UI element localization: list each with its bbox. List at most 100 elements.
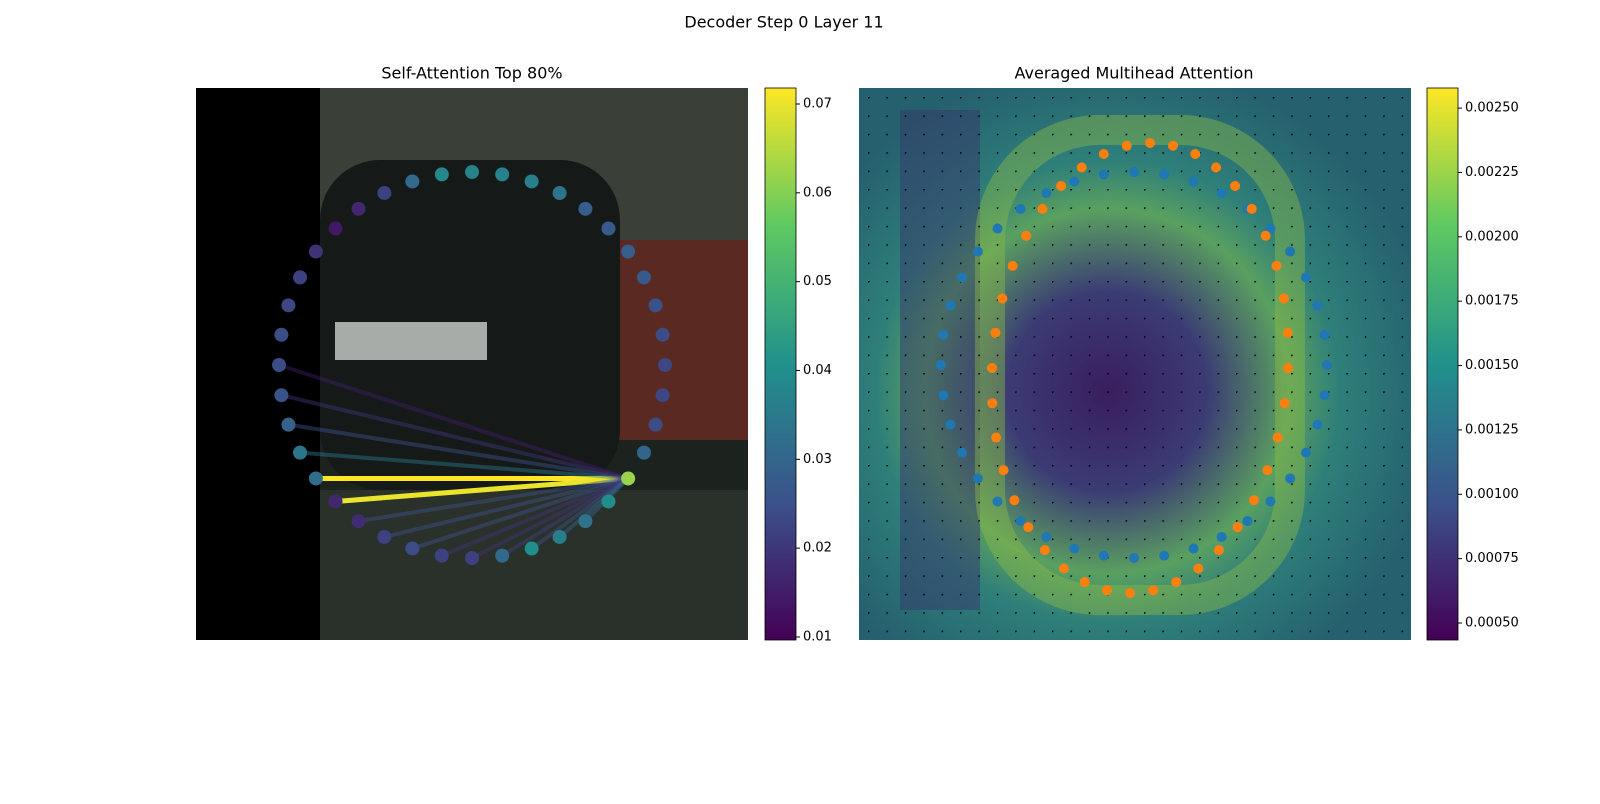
ref-point	[1168, 140, 1179, 151]
ref-point	[1021, 230, 1032, 241]
query-point	[992, 496, 1003, 507]
ref-point	[1023, 522, 1034, 533]
point	[328, 221, 343, 236]
point	[524, 174, 539, 189]
point	[293, 270, 308, 285]
ref-point	[1098, 149, 1109, 160]
colorbar-tick-label: 0.05	[803, 274, 832, 289]
point	[524, 541, 539, 556]
colorbar-tick-label: 0.00050	[1465, 616, 1519, 631]
point	[495, 167, 510, 182]
colorbar-tick-label: 0.02	[803, 541, 832, 556]
point	[351, 201, 366, 216]
attention-link	[411, 476, 629, 551]
point	[405, 541, 420, 556]
query-point	[1285, 246, 1296, 257]
query-point	[938, 390, 949, 401]
colorbar-tick-label: 0.01	[803, 629, 832, 644]
ref-point	[1283, 363, 1293, 373]
point	[601, 221, 616, 236]
query-point	[1188, 543, 1199, 554]
colorbar-tick-label: 0.00075	[1465, 551, 1519, 566]
ref-point	[998, 465, 1009, 476]
point	[655, 327, 670, 342]
query-point	[1098, 169, 1109, 180]
point	[377, 186, 392, 201]
ref-point	[1213, 545, 1224, 556]
colorbar-tick-label: 0.06	[803, 185, 832, 200]
point	[552, 529, 567, 544]
ref-point	[1230, 180, 1241, 191]
attention-link	[278, 363, 629, 481]
point	[621, 244, 636, 259]
figure-title: Decoder Step 0 Layer 11	[684, 13, 883, 32]
ref-point	[1056, 180, 1067, 191]
query-point	[945, 419, 956, 430]
query-point	[1159, 550, 1170, 561]
attention-link	[471, 476, 630, 560]
colorbar	[1426, 87, 1459, 641]
point	[658, 358, 672, 372]
query-point	[1159, 169, 1170, 180]
colorbar-tick-label: 0.03	[803, 452, 832, 467]
query-point	[1015, 203, 1026, 214]
point	[434, 548, 449, 563]
point	[465, 551, 479, 565]
query-point	[1300, 272, 1311, 283]
query-point	[1312, 419, 1323, 430]
point	[405, 174, 420, 189]
attention-link	[558, 476, 630, 539]
colorbar-tick-label: 0.00225	[1465, 165, 1519, 180]
point	[308, 471, 323, 486]
query-point	[992, 223, 1003, 234]
colorbar-tick-label: 0.00100	[1465, 487, 1519, 502]
point	[274, 327, 289, 342]
attention-link	[280, 393, 629, 481]
query-point	[1319, 390, 1330, 401]
ref-point	[1262, 465, 1273, 476]
query-point	[1188, 176, 1199, 187]
colorbar-tick-label: 0.00200	[1465, 229, 1519, 244]
ref-point	[1246, 203, 1257, 214]
ref-point	[997, 293, 1008, 304]
query-point	[1129, 553, 1139, 563]
query-point	[1265, 223, 1276, 234]
ref-point	[1271, 260, 1282, 271]
ref-point	[1272, 432, 1283, 443]
ref-point	[1282, 327, 1293, 338]
ref-point	[1232, 522, 1243, 533]
colorbar-tick-label: 0.04	[803, 363, 832, 378]
query-point	[1015, 516, 1026, 527]
query-point	[936, 360, 946, 370]
panel-title: Averaged Multihead Attention	[1015, 64, 1254, 83]
ref-point	[987, 398, 998, 409]
ref-point	[987, 363, 997, 373]
colorbar-tick-label: 0.00150	[1465, 358, 1519, 373]
colorbar-tick-label: 0.00175	[1465, 294, 1519, 309]
ref-point	[1121, 140, 1132, 151]
ref-point	[1145, 138, 1155, 148]
point	[281, 298, 296, 313]
ref-point	[1260, 230, 1271, 241]
panel-title: Self-Attention Top 80%	[381, 64, 562, 83]
point	[648, 298, 663, 313]
ref-point	[1193, 563, 1204, 574]
attention-link	[335, 475, 629, 504]
ref-point	[1009, 495, 1020, 506]
ref-point	[1079, 576, 1090, 587]
attention-link	[530, 476, 630, 551]
attention-link	[358, 476, 629, 524]
query-point	[945, 300, 956, 311]
query-point	[1300, 447, 1311, 458]
point	[648, 417, 663, 432]
query-point	[1069, 176, 1080, 187]
ref-point	[1076, 162, 1087, 173]
query-point	[972, 473, 983, 484]
ref-point	[990, 327, 1001, 338]
ref-point	[1278, 293, 1289, 304]
ref-point	[1037, 203, 1048, 214]
ref-point	[1007, 260, 1018, 271]
query-point	[1285, 473, 1296, 484]
ref-point	[1190, 149, 1201, 160]
